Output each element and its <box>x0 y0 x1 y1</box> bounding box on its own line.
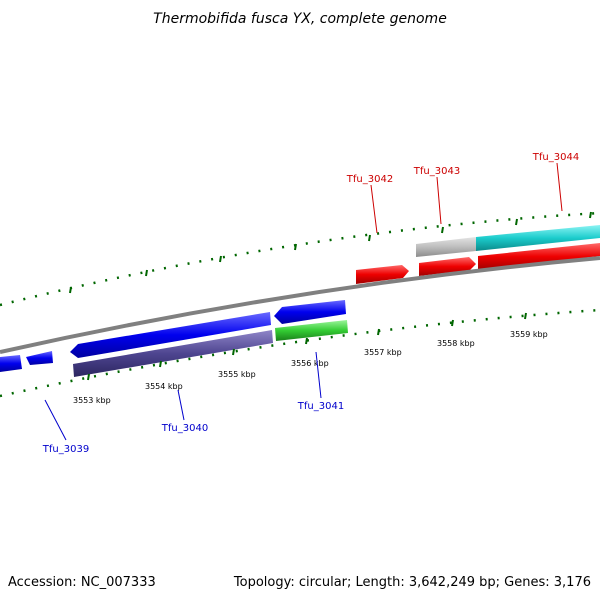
rna-tfu-3041[interactable] <box>275 320 348 341</box>
gene-label-tfu-3039[interactable]: Tfu_3039 <box>42 444 89 455</box>
inner-tick-ring <box>0 308 600 398</box>
cds-tfu-3041[interactable] <box>274 300 346 324</box>
cds-tfu-3042[interactable] <box>356 265 409 284</box>
gene-label-tfu-3041[interactable]: Tfu_3041 <box>297 401 344 412</box>
scale-label: 3553 kbp <box>73 396 111 405</box>
map-title: Thermobifida fusca YX, complete genome <box>153 11 447 27</box>
scale-label: 3555 kbp <box>218 370 256 379</box>
reverse-strand-features <box>0 300 348 377</box>
gene-bar-cyan[interactable] <box>476 225 600 251</box>
scale-label: 3554 kbp <box>145 382 183 391</box>
outer-tick-ring <box>0 211 600 307</box>
scale-label: 3556 kbp <box>291 359 329 368</box>
scale-labels: 3553 kbp 3554 kbp 3555 kbp 3556 kbp 3557… <box>73 330 548 405</box>
gene-labels: Tfu_3039 Tfu_3040 Tfu_3041 Tfu_3042 Tfu_… <box>42 152 579 455</box>
scale-label: 3559 kbp <box>510 330 548 339</box>
genome-backbone <box>0 256 600 354</box>
misc-feature-tfu-3040[interactable] <box>73 330 273 377</box>
gene-label-tfu-3042[interactable]: Tfu_3042 <box>346 174 393 185</box>
cds-tfu-3039[interactable] <box>26 351 53 365</box>
gene-label-tfu-3040[interactable]: Tfu_3040 <box>161 423 208 434</box>
gene-bar-grey[interactable] <box>416 237 476 257</box>
cds-tfu-3044[interactable] <box>478 243 600 270</box>
accession-text: Accession: NC_007333 <box>8 575 156 590</box>
genome-summary-text: Topology: circular; Length: 3,642,249 bp… <box>233 575 591 590</box>
cds-tfu-3039a[interactable] <box>0 355 22 372</box>
label-leaders <box>44 162 563 441</box>
scale-label: 3558 kbp <box>437 339 475 348</box>
gene-label-tfu-3043[interactable]: Tfu_3043 <box>413 166 460 177</box>
cds-tfu-3043[interactable] <box>419 257 476 276</box>
gene-label-tfu-3044[interactable]: Tfu_3044 <box>532 152 579 163</box>
cds-tfu-3040[interactable] <box>70 312 271 358</box>
forward-strand-features <box>356 225 600 284</box>
scale-label: 3557 kbp <box>364 348 402 357</box>
